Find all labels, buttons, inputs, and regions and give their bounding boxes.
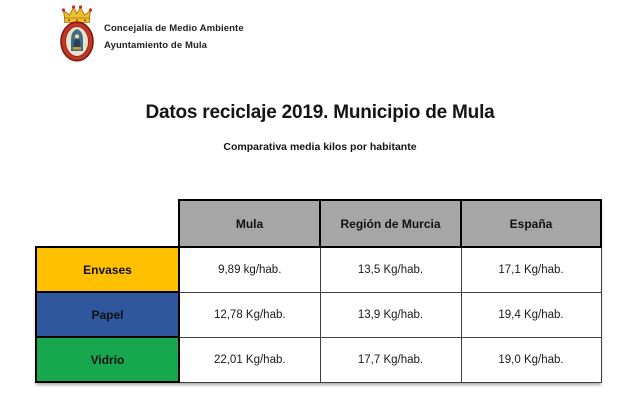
value-vidrio-region: 17,7 Kg/hab. bbox=[319, 336, 462, 383]
page-title: Datos reciclaje 2019. Municipio de Mula bbox=[145, 102, 495, 123]
row-label-papel: Papel bbox=[35, 291, 180, 338]
value-envases-mula: 9,89 kg/hab. bbox=[178, 246, 321, 293]
page-subtitle: Comparativa media kilos por habitante bbox=[223, 141, 417, 153]
recycling-table-wrapper: Mula Región de Murcia España Envases 9,8… bbox=[35, 199, 602, 383]
table-row-envases: Envases 9,89 kg/hab. 13,5 Kg/hab. 17,1 K… bbox=[35, 246, 602, 293]
row-label-vidrio: Vidrio bbox=[35, 336, 180, 383]
org-municipality: Ayuntamiento de Mula bbox=[104, 40, 207, 51]
value-papel-region: 13,9 Kg/hab. bbox=[319, 291, 462, 338]
org-identity: Concejalía de Medio Ambiente Ayuntamient… bbox=[104, 20, 244, 54]
row-label-envases: Envases bbox=[35, 246, 180, 293]
column-header-region-de-murcia: Región de Murcia bbox=[319, 199, 462, 248]
recycling-table: Mula Región de Murcia España Envases 9,8… bbox=[35, 199, 602, 383]
corner-spacer-cell bbox=[36, 200, 179, 247]
table-row-papel: Papel 12,78 Kg/hab. 13,9 Kg/hab. 19,4 Kg… bbox=[35, 291, 602, 338]
value-envases-region: 13,5 Kg/hab. bbox=[319, 246, 462, 293]
value-vidrio-espana: 19,0 Kg/hab. bbox=[460, 336, 602, 383]
mula-coat-of-arms-icon bbox=[60, 5, 94, 62]
value-papel-mula: 12,78 Kg/hab. bbox=[178, 291, 321, 338]
column-header-mula: Mula bbox=[178, 199, 321, 248]
value-vidrio-mula: 22,01 Kg/hab. bbox=[178, 336, 321, 383]
value-papel-espana: 19,4 Kg/hab. bbox=[460, 291, 602, 338]
table-row-vidrio: Vidrio 22,01 Kg/hab. 17,7 Kg/hab. 19,0 K… bbox=[35, 336, 602, 383]
org-department: Concejalía de Medio Ambiente bbox=[104, 23, 244, 34]
table-header-row: Mula Región de Murcia España bbox=[36, 199, 602, 248]
value-envases-espana: 17,1 Kg/hab. bbox=[460, 246, 602, 293]
column-header-espana: España bbox=[460, 199, 602, 248]
